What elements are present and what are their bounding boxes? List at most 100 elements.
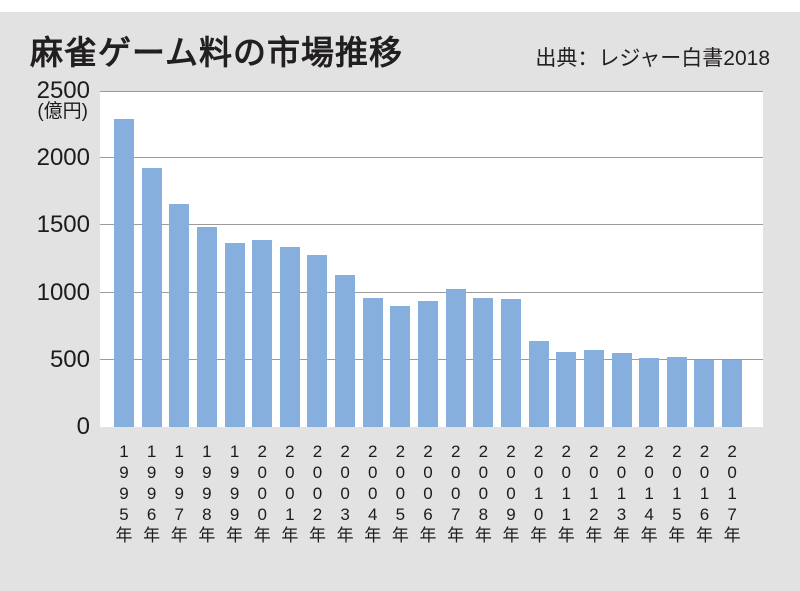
x-tick-char: 0 [257, 505, 267, 524]
x-tick-char: 0 [257, 463, 267, 482]
x-tick-char: 年 [115, 526, 133, 545]
x-tick-char: 6 [423, 505, 433, 524]
x-tick-char: 9 [229, 505, 240, 524]
x-tick-char: 1 [146, 442, 157, 461]
x-tick-char: 年 [640, 526, 658, 545]
x-tick-label-2001: 2 0 0 1 年 [278, 441, 302, 546]
bar-2016 [694, 359, 715, 427]
x-tick-char: 2 [478, 442, 489, 461]
bar-2011 [556, 351, 577, 427]
x-tick-char: 2 [533, 442, 544, 461]
x-tick-label-2002: 2 0 0 2 年 [305, 441, 329, 546]
x-tick-char: 2 [672, 442, 682, 461]
bar-1998 [196, 226, 217, 427]
x-tick-label-1996: 1 9 9 6 年 [140, 441, 164, 546]
bar-1997 [169, 203, 190, 427]
x-tick-char: 0 [506, 484, 516, 503]
x-tick-char: 9 [202, 484, 212, 503]
x-tick-char: 年 [308, 526, 326, 545]
x-tick-label-2000: 2 0 0 0 年 [250, 441, 274, 546]
x-tick-char: 2 [423, 442, 433, 461]
x-tick-char: 1 [533, 484, 544, 503]
bar-2008 [473, 297, 494, 427]
y-tick-label-2500: 2500 [36, 77, 90, 104]
x-tick-char: 0 [257, 484, 267, 503]
x-tick-char: 2 [561, 442, 571, 461]
x-tick-label-2006: 2 0 0 6 年 [416, 441, 440, 546]
x-tick-label-1999: 1 9 9 9 年 [223, 441, 247, 546]
x-tick-char: 9 [146, 484, 157, 503]
x-tick-char: 7 [174, 505, 184, 524]
x-tick-label-2007: 2 0 0 7 年 [444, 441, 468, 546]
x-tick-char: 2 [257, 442, 267, 461]
x-tick-char: 1 [202, 442, 212, 461]
gridline-1000 [100, 291, 763, 293]
x-tick-char: 9 [119, 463, 129, 482]
bar-1996 [141, 167, 162, 427]
chart-title: 麻雀ゲーム料の市場推移 [30, 34, 404, 71]
x-tick-char: 5 [672, 505, 682, 524]
y-tick-label-2000: 2000 [36, 144, 90, 172]
x-tick-char: 0 [561, 463, 571, 482]
x-tick-char: 年 [336, 526, 354, 545]
x-tick-char: 3 [616, 505, 627, 524]
x-tick-char: 2 [506, 442, 516, 461]
x-tick-label-2015: 2 0 1 5 年 [665, 441, 689, 546]
x-tick-char: 年 [253, 526, 271, 545]
x-tick-char: 2 [727, 442, 737, 461]
bar-2007 [445, 288, 466, 427]
x-tick-char: 4 [644, 505, 654, 524]
x-tick-char: 2 [589, 505, 599, 524]
x-tick-char: 1 [561, 505, 571, 524]
x-tick-label-2013: 2 0 1 3 年 [610, 441, 634, 546]
x-tick-char: 年 [502, 526, 520, 545]
x-tick-char: 1 [174, 442, 184, 461]
x-tick-char: 1 [727, 484, 737, 503]
x-tick-label-2014: 2 0 1 4 年 [637, 441, 661, 546]
x-tick-char: 0 [312, 484, 323, 503]
x-tick-char: 年 [419, 526, 437, 545]
x-tick-label-2005: 2 0 0 5 年 [388, 441, 412, 546]
x-tick-char: 2 [699, 442, 710, 461]
x-tick-char: 年 [613, 526, 631, 545]
x-tick-char: 0 [395, 463, 406, 482]
x-tick-char: 0 [478, 484, 489, 503]
x-tick-char: 0 [727, 463, 737, 482]
x-tick-char: 9 [506, 505, 516, 524]
bar-2014 [639, 358, 660, 427]
x-tick-char: 2 [312, 505, 323, 524]
x-tick-char: 0 [423, 484, 433, 503]
x-tick-label-2010: 2 0 1 0 年 [527, 441, 551, 546]
x-tick-char: 0 [368, 463, 378, 482]
x-tick-char: 年 [668, 526, 686, 545]
x-tick-label-2004: 2 0 0 4 年 [361, 441, 385, 546]
x-tick-char: 2 [589, 442, 599, 461]
x-tick-char: 0 [672, 463, 682, 482]
gridline-2000 [100, 157, 763, 159]
x-tick-label-1998: 1 9 9 8 年 [195, 441, 219, 546]
x-tick-char: 9 [229, 484, 240, 503]
chart-source-label: 出典：レジャー白書2018 [535, 47, 770, 70]
x-tick-char: 7 [450, 505, 461, 524]
x-tick-char: 5 [119, 505, 129, 524]
x-tick-char: 0 [533, 463, 544, 482]
bar-2000 [252, 240, 273, 427]
x-tick-char: 年 [198, 526, 216, 545]
x-tick-char: 0 [340, 463, 350, 482]
x-tick-char: 0 [478, 463, 489, 482]
x-tick-char: 2 [644, 442, 654, 461]
x-tick-char: 6 [146, 505, 157, 524]
y-tick-label-1000: 1000 [36, 278, 90, 306]
x-tick-char: 0 [506, 463, 516, 482]
gridline-1500 [100, 224, 763, 226]
x-tick-label-2009: 2 0 0 9 年 [499, 441, 523, 546]
x-tick-char: 0 [644, 463, 654, 482]
bar-1999 [224, 242, 245, 427]
x-tick-char: 1 [285, 505, 295, 524]
x-tick-char: 0 [312, 463, 323, 482]
x-tick-char: 1 [229, 442, 240, 461]
x-tick-char: 0 [616, 463, 627, 482]
x-tick-char: 年 [143, 526, 161, 545]
